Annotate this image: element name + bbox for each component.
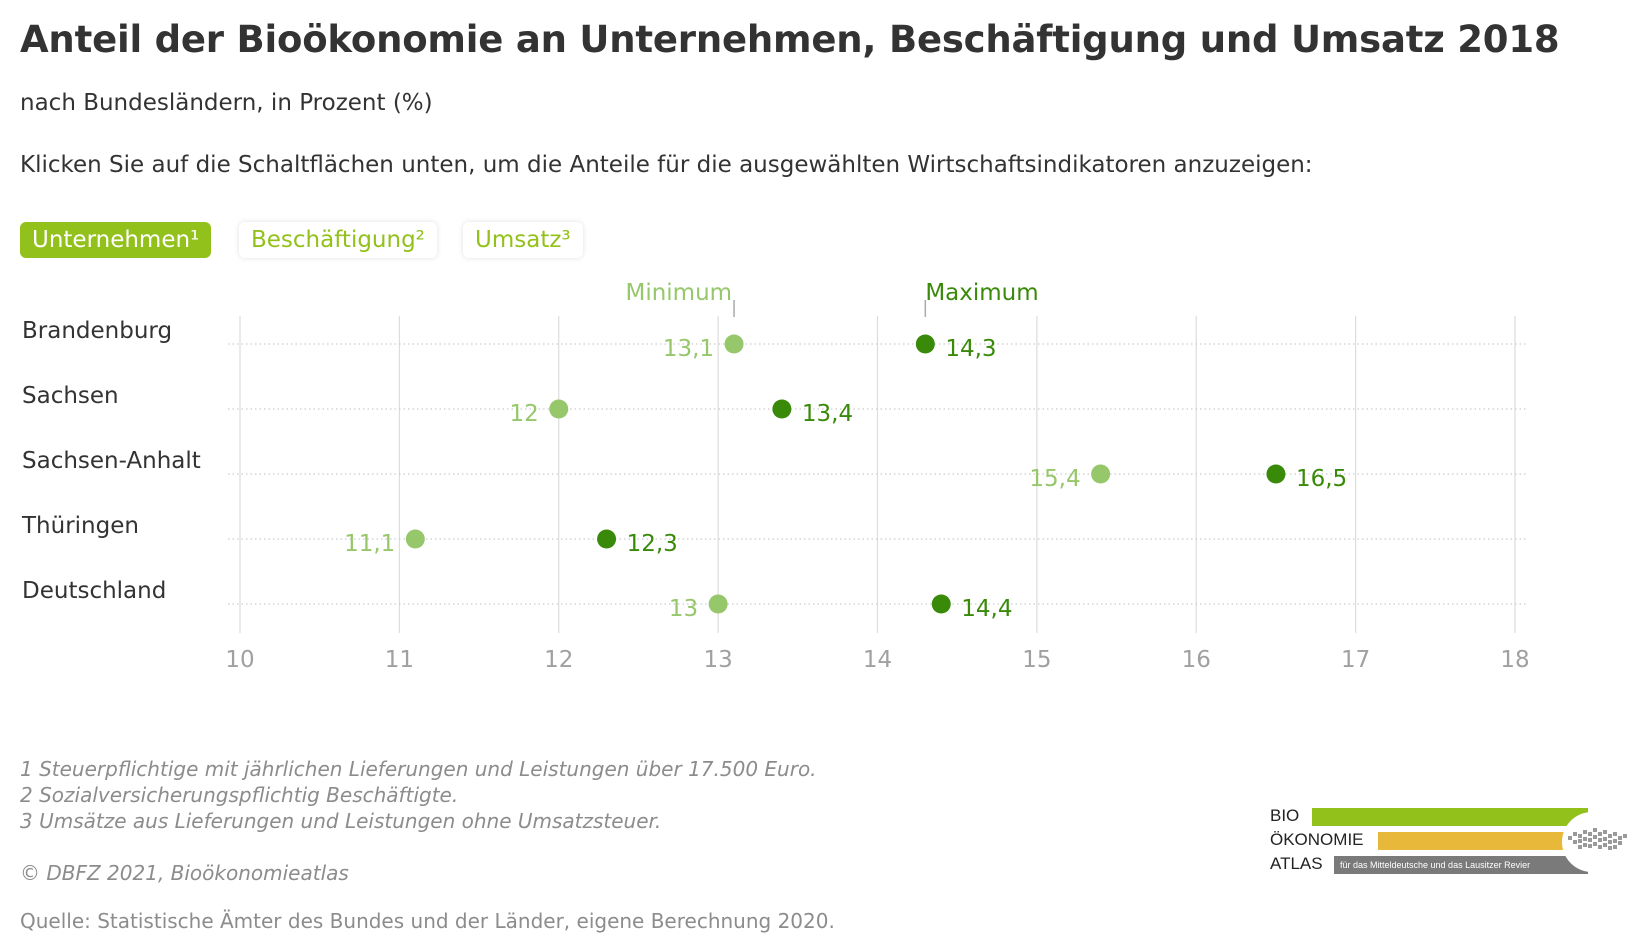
min-value-label: 13,1 (663, 336, 714, 362)
x-tick-label: 12 (544, 647, 573, 673)
category-label: Deutschland (22, 578, 166, 604)
source-note: Quelle: Statistische Ämter des Bundes un… (20, 909, 835, 933)
button-unternehmen[interactable]: Unternehmen¹ (20, 222, 212, 258)
min-value-label: 13 (669, 596, 698, 622)
min-point (724, 334, 744, 354)
chart-title: Anteil der Bioökonomie an Unternehmen, B… (20, 18, 1560, 61)
max-value-label: 14,3 (945, 336, 996, 362)
copyright: © DBFZ 2021, Bioökonomieatlas (20, 861, 349, 885)
bioeconomy-atlas-logo: BIO ÖKONOMIE ATLAS für das Mitteldeutsch… (1270, 806, 1640, 884)
category-label: Sachsen-Anhalt (22, 448, 201, 474)
max-value-label: 14,4 (961, 596, 1012, 622)
footnote-1: 1 Steuerpflichtige mit jährlichen Liefer… (20, 757, 817, 781)
max-value-label: 12,3 (627, 531, 678, 557)
logo-tagline: für das Mitteldeutsche und das Lausitzer… (1340, 860, 1531, 870)
button-beschaeftigung[interactable]: Beschäftigung² (239, 222, 437, 258)
x-tick-label: 14 (863, 647, 892, 673)
min-value-label: 15,4 (1029, 466, 1080, 492)
logo-bar-green (1312, 808, 1588, 826)
map-icon (1562, 812, 1627, 872)
category-label: Sachsen (22, 383, 119, 409)
max-value-label: 13,4 (802, 401, 853, 427)
max-point (1266, 464, 1286, 484)
dumbbell-chart: 10 11 12 13 14 15 16 17 18 Brandenburg Sachsen Sach… (21, 280, 1530, 673)
x-tick-label: 16 (1182, 647, 1211, 673)
legend-minimum-label: Minimum (625, 280, 732, 306)
category-label: Thüringen (21, 513, 139, 539)
logo-line-atlas: ATLAS (1270, 854, 1323, 873)
logo-bar-grey: für das Mitteldeutsche und das Lausitzer… (1334, 856, 1588, 874)
x-tick-label: 15 (1022, 647, 1051, 673)
x-tick-label: 10 (225, 647, 254, 673)
button-umsatz[interactable]: Umsatz³ (463, 222, 583, 258)
min-value-label: 11,1 (344, 531, 395, 557)
x-tick-label: 11 (385, 647, 414, 673)
logo-line-oekonomie: ÖKONOMIE (1270, 830, 1364, 849)
x-tick-label: 17 (1341, 647, 1370, 673)
max-value-label: 16,5 (1296, 466, 1347, 492)
category-label: Brandenburg (22, 318, 172, 344)
legend-maximum-label: Maximum (925, 280, 1038, 306)
footnote-2: 2 Sozialversicherungspflichtig Beschäfti… (20, 783, 459, 807)
max-point (915, 334, 935, 354)
max-point (931, 594, 951, 614)
min-point (708, 594, 728, 614)
max-point (597, 529, 617, 549)
logo-line-bio: BIO (1270, 806, 1300, 825)
min-point (549, 399, 569, 419)
chart-subtitle: nach Bundesländern, in Prozent (%) (20, 90, 433, 116)
instruction-text: Klicken Sie auf die Schaltflächen unten,… (20, 152, 1313, 178)
x-tick-label: 18 (1500, 647, 1529, 673)
max-point (772, 399, 792, 419)
x-tick-label: 13 (703, 647, 732, 673)
footnote-3: 3 Umsätze aus Lieferungen und Leistungen… (20, 809, 662, 833)
min-point (1091, 464, 1111, 484)
min-point (405, 529, 425, 549)
logo-bar-yellow (1378, 832, 1588, 850)
min-value-label: 12 (509, 401, 538, 427)
